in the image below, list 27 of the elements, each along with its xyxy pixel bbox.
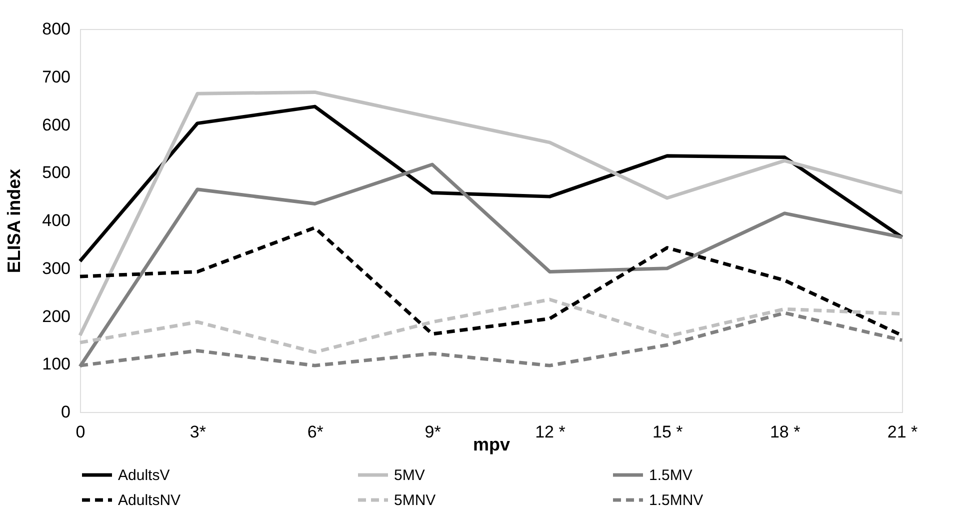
- x-tick-label: 0: [76, 422, 86, 442]
- line-series: [78, 90, 904, 338]
- legend-label: 5MNV: [394, 492, 436, 509]
- line-series: [78, 104, 904, 263]
- y-tick-label: 600: [42, 115, 70, 134]
- y-tick-label: 100: [42, 354, 70, 374]
- y-tick-label: 400: [42, 211, 70, 230]
- legend-label: 5MV: [394, 467, 425, 484]
- x-tick-label: 9*: [424, 422, 442, 442]
- y-tick-label: 800: [42, 20, 70, 38]
- y-tick-label: 200: [42, 306, 70, 326]
- legend-label: 1.5MNV: [649, 492, 704, 509]
- legend-label: AdultsNV: [118, 492, 181, 509]
- legend-label: AdultsV: [118, 467, 170, 484]
- y-tick-label: 500: [42, 163, 70, 182]
- x-tick-label: 12 *: [535, 422, 566, 442]
- x-tick-label: 21 *: [887, 422, 918, 442]
- y-tick-label: 700: [42, 67, 70, 86]
- x-axis-title: mpv: [472, 434, 510, 454]
- legend-label: 1.5MV: [649, 467, 692, 484]
- y-tick-label: 300: [42, 258, 70, 278]
- x-tick-label: 6*: [307, 422, 324, 442]
- x-tick-label: 15 *: [652, 422, 684, 442]
- x-tick-label: 18 *: [770, 422, 801, 442]
- x-tick-label: 3*: [190, 422, 206, 442]
- y-tick-label: 0: [61, 402, 70, 422]
- y-axis-title: ELISA index: [4, 168, 24, 274]
